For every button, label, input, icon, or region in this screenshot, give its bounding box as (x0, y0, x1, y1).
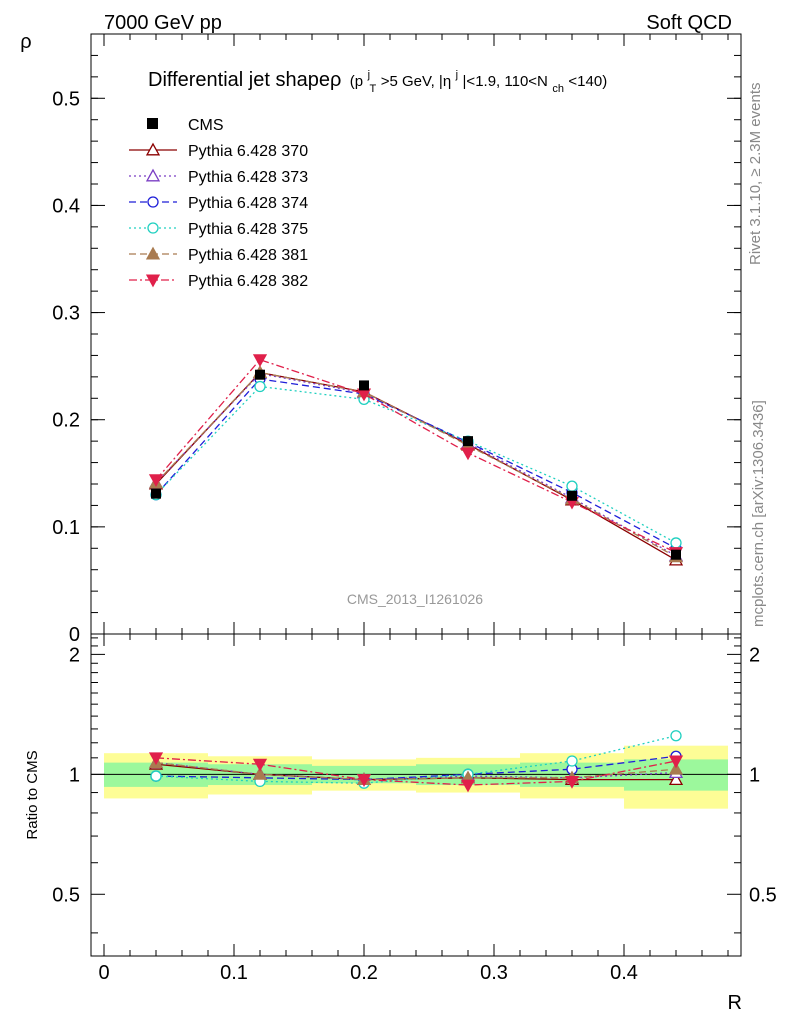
legend: CMS Pythia 6.428 370 Pythia 6.428 373 Pyth… (129, 117, 308, 290)
cms-point (463, 436, 473, 447)
series-5-ratio-point (460, 779, 476, 793)
legend-series-5-label: Pythia 6.428 382 (188, 273, 308, 290)
x-tick-label: 0.3 (480, 962, 508, 984)
main-series-group (148, 354, 684, 566)
analysis-watermark: CMS_2013_I1261026 (347, 591, 483, 607)
series-3-point (670, 537, 682, 549)
ratio-tick-label-right: 1 (749, 764, 760, 786)
x-tick-label: 0 (98, 962, 109, 984)
ratio-tick-label-right: 2 (749, 644, 760, 666)
series-5-point (460, 447, 476, 461)
legend-series-0-marker (145, 142, 161, 156)
x-tick-label: 0.2 (350, 962, 378, 984)
series-4-ratio-point (252, 766, 268, 780)
series-5-ratio-point (668, 755, 684, 769)
chart-title-main: Differential jet shapeρ (148, 69, 341, 91)
y-tick-label: 0 (69, 624, 80, 646)
cms-point (255, 369, 265, 380)
legend-series-3-marker (147, 222, 159, 234)
series-5-ratio-point (252, 758, 268, 772)
legend-series-1-label: Pythia 6.428 373 (188, 169, 308, 186)
x-axis-label: R (728, 992, 742, 1014)
ratio-ylabel: Ratio to CMS (24, 750, 41, 839)
ratio-tick-label: 2 (69, 644, 80, 666)
y-tick-label: 0.4 (52, 195, 80, 217)
legend-series-2-label: Pythia 6.428 374 (188, 195, 308, 212)
legend-series-5-marker (145, 274, 161, 288)
series-3-ratio-point (670, 730, 682, 742)
x-tick-label: 0.4 (610, 962, 638, 984)
ratio-tick-label: 0.5 (52, 884, 80, 906)
legend-cms-marker (147, 118, 158, 129)
legend-cms-label: CMS (188, 117, 224, 134)
ratio-series-group (148, 730, 684, 793)
series-3-ratio-point (150, 770, 162, 782)
series-3-ratio-line (155, 735, 677, 784)
legend-series-4-label: Pythia 6.428 381 (188, 247, 308, 264)
y-tick-label: 0.3 (52, 303, 80, 325)
legend-series-3-label: Pythia 6.428 375 (188, 221, 308, 238)
series-5-ratio-point (564, 775, 580, 789)
header-right: Soft QCD (646, 12, 732, 34)
series-4-line (155, 371, 677, 558)
series-2-line (155, 378, 677, 549)
cms-point (359, 380, 369, 391)
cms-data-points (151, 369, 681, 560)
series-5-point (148, 474, 164, 488)
mcplots-info: mcplots.cern.ch [arXiv:1306.3436] (750, 400, 767, 627)
ratio-tick-label-right: 0.5 (749, 884, 777, 906)
series-5-ratio-line (155, 757, 677, 786)
series-3-point (566, 480, 578, 492)
legend-series-2-marker (147, 196, 159, 208)
series-3-ratio-point (566, 755, 578, 767)
series-5-ratio-point (148, 752, 164, 766)
cms-point (151, 488, 161, 499)
series-4-ratio-line (155, 761, 677, 781)
ratio-uncertainty-bands (104, 745, 728, 809)
series-5-ratio-point (356, 774, 372, 787)
series-0-ratio-point (668, 772, 684, 786)
series-5-line (155, 358, 677, 554)
cms-point (671, 549, 681, 560)
cms-point (567, 490, 577, 501)
y-tick-label: 0.1 (52, 517, 80, 539)
series-1-ratio-line (155, 761, 677, 781)
series-3-line (155, 385, 677, 544)
main-ylabel: ρ (20, 31, 31, 53)
legend-series-4-marker (145, 246, 161, 260)
x-tick-label: 0.1 (220, 962, 248, 984)
series-4-ratio-point (668, 761, 684, 775)
series-3-point (254, 380, 266, 393)
ratio-tick-label: 1 (69, 764, 80, 786)
y-tick-label: 0.5 (52, 88, 80, 110)
legend-series-1-marker (145, 168, 161, 182)
axis-ticks: 0 0.1 0.2 0.3 0.4 0 0.1 0.2 0.3 0.4 0.5 0.5 0.5 1 1 2 2 (52, 33, 777, 984)
series-5-point (252, 354, 268, 368)
header-left: 7000 GeV pp (104, 12, 222, 34)
legend-series-0-label: Pythia 6.428 370 (188, 143, 308, 160)
rivet-info: Rivet 3.1.10, ≥ 2.3M events (747, 83, 764, 266)
y-tick-label: 0.2 (52, 410, 80, 432)
series-2-ratio-line (155, 755, 677, 781)
chart-title: Differential jet shapeρ (p j T >5 GeV, |… (148, 65, 607, 96)
